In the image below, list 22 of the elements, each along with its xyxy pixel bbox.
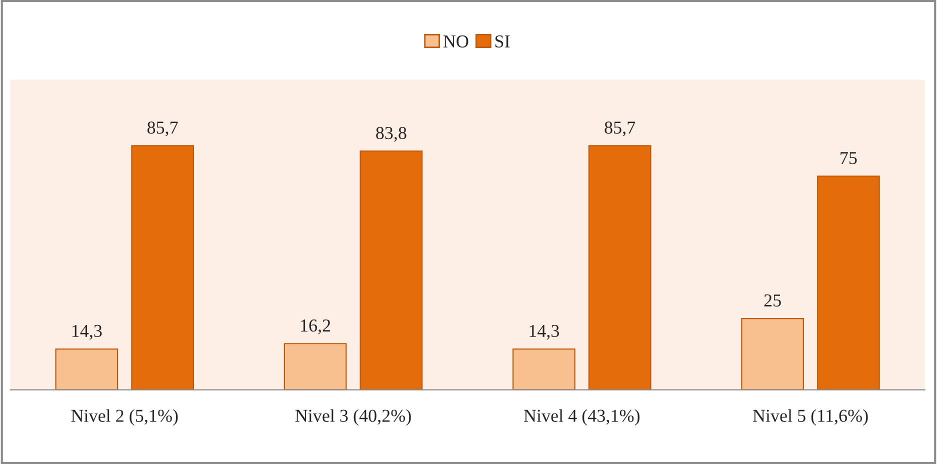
bar	[55, 348, 118, 390]
data-label: 85,7	[147, 122, 178, 136]
legend-label: NO	[443, 35, 468, 48]
data-label: 25	[764, 294, 781, 307]
x-tick-label: Nivel 3 (40,2%)	[295, 409, 411, 426]
bar	[131, 145, 194, 390]
x-tick-label: Nivel 5 (11,6%)	[752, 409, 868, 426]
data-label: 83,8	[376, 126, 406, 142]
bar	[588, 145, 652, 390]
data-label: 14,3	[530, 324, 560, 340]
x-tick-label: Nivel 2 (5,1%)	[71, 409, 178, 426]
data-label: 75	[840, 152, 857, 164]
data-label: 16,2	[301, 319, 330, 334]
data-label: 85,7	[604, 122, 636, 136]
bar	[360, 150, 423, 390]
x-tick-label: Nivel 4 (43,1%)	[524, 409, 640, 426]
bar	[817, 176, 880, 390]
bar	[741, 318, 804, 390]
bar	[284, 343, 347, 390]
bar	[512, 348, 576, 390]
data-label: 14,3	[72, 324, 102, 340]
legend-label: SI	[495, 35, 510, 48]
